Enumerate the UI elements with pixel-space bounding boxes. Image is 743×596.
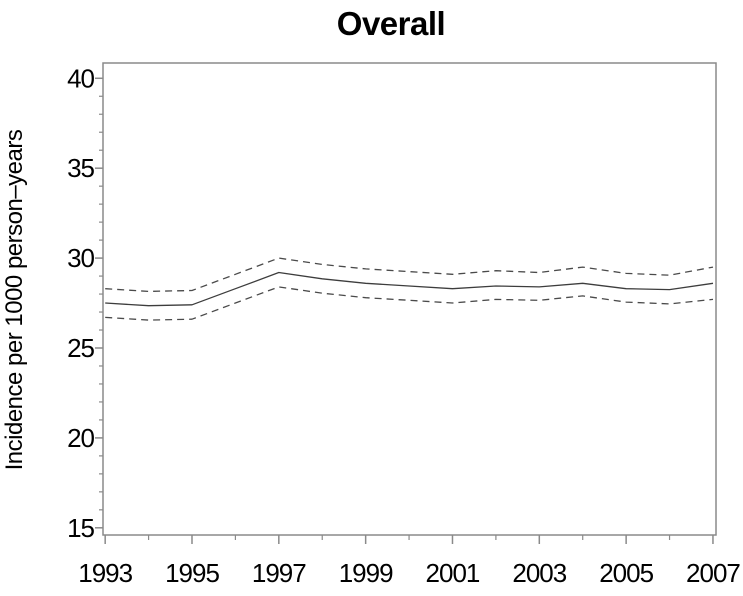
y-tick-label: 25	[67, 333, 94, 363]
plot-area: 15 20 25 30 35 40 1993 1995 1997 1999 2001 2003 2005…	[67, 62, 741, 588]
chart-title: Overall	[337, 5, 445, 42]
x-tick-label: 2007	[686, 558, 740, 588]
y-tick-label: 20	[67, 423, 94, 453]
lower-confidence-band-line	[105, 286, 714, 321]
x-tick-label: 1993	[78, 558, 132, 588]
y-tick-label: 15	[67, 513, 94, 543]
x-tick-label: 1997	[252, 558, 306, 588]
x-tick-label: 2001	[426, 558, 480, 588]
incidence-estimate-line	[105, 271, 714, 307]
y-tick-label: 30	[67, 243, 94, 273]
x-tick-label: 1995	[165, 558, 219, 588]
x-tick-label: 2003	[512, 558, 566, 588]
y-tick-label: 35	[67, 153, 94, 183]
y-tick-label: 40	[67, 63, 94, 93]
upper-confidence-band-line	[105, 257, 714, 293]
y-axis-label: Incidence per 1000 person–years	[1, 129, 28, 470]
plot-frame	[102, 62, 717, 536]
x-tick-label: 2005	[599, 558, 653, 588]
x-tick-label: 1999	[339, 558, 393, 588]
